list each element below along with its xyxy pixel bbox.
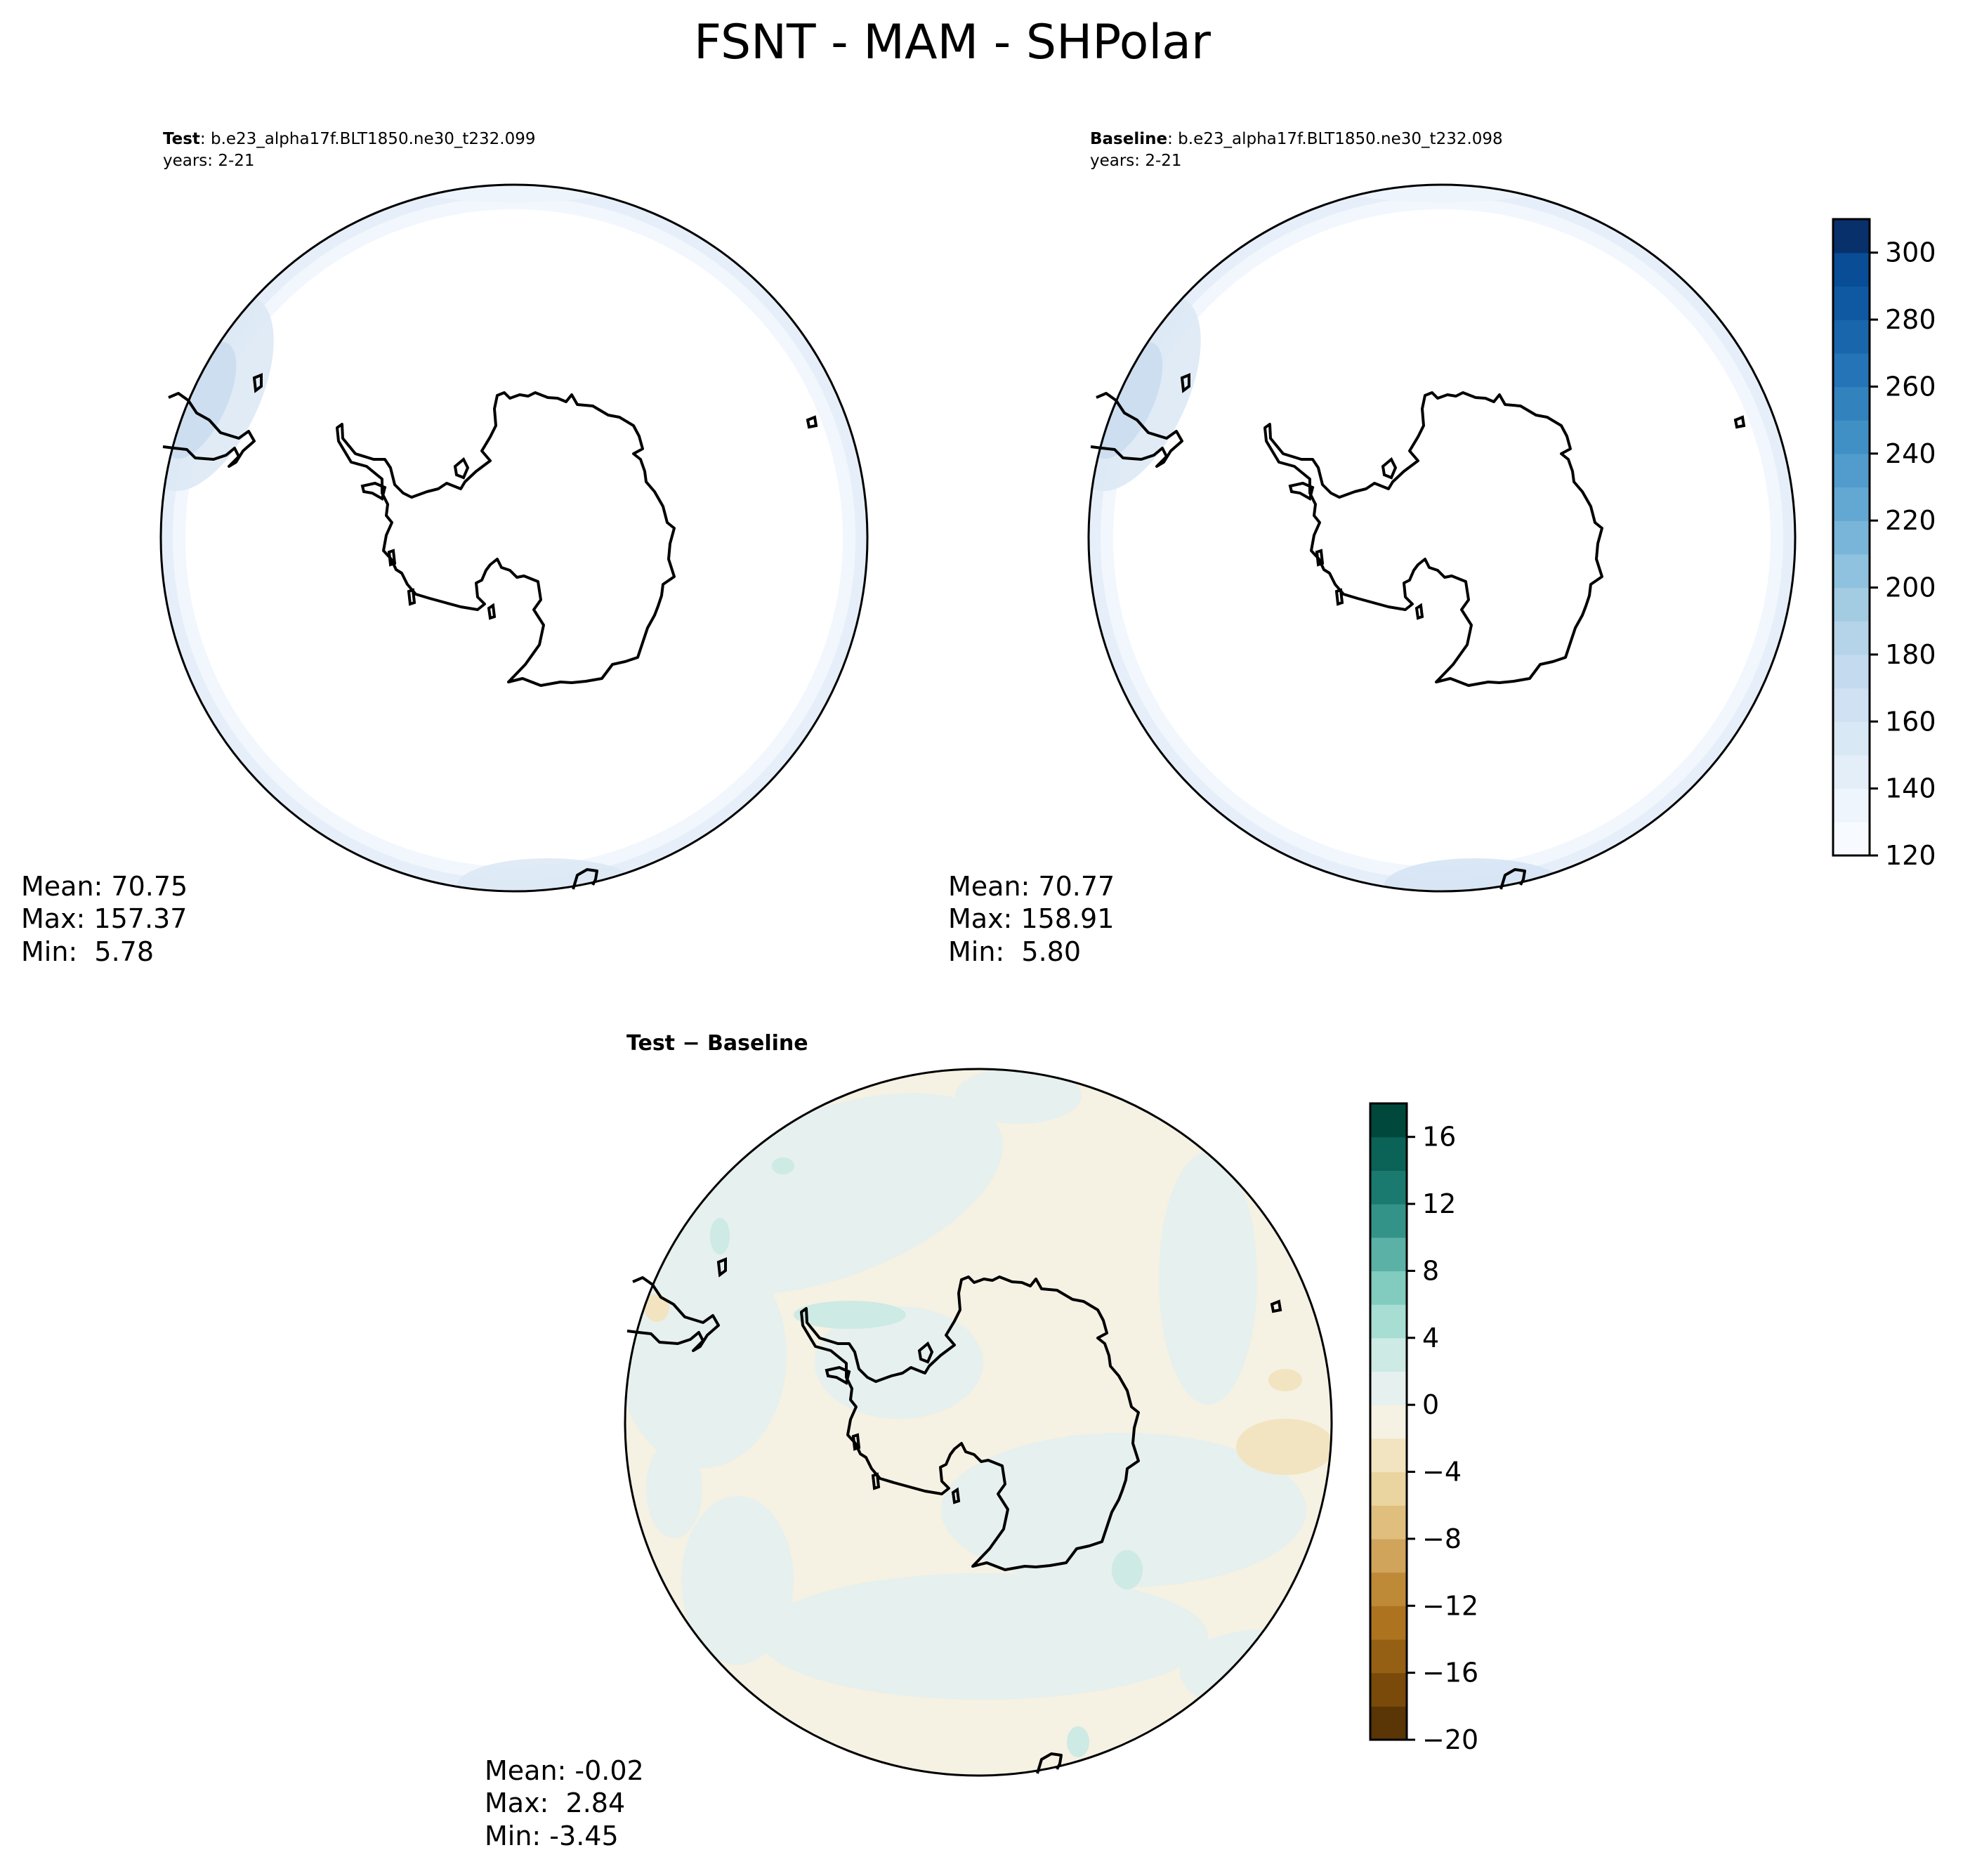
colorbar-difference-tick-label: 0	[1422, 1389, 1439, 1420]
colorbar-difference-frame	[1369, 1102, 1408, 1741]
panel-difference: Test − Baseline	[485, 1031, 1333, 1851]
colorbar-difference-segment	[1370, 1639, 1407, 1674]
colorbar-difference-segment	[1370, 1237, 1407, 1272]
colorbar-absolute-tick-label: 120	[1885, 840, 1936, 871]
panel-test-header: Test: b.e23_alpha17f.BLT1850.ne30_t232.0…	[163, 130, 536, 148]
colorbar-absolute-tick-label: 180	[1885, 639, 1936, 670]
colorbar-absolute-segment	[1833, 788, 1870, 822]
colorbar-difference-segment	[1370, 1471, 1407, 1506]
colorbar-absolute-tick-label: 280	[1885, 304, 1936, 335]
colorbar-absolute-segment	[1833, 553, 1870, 589]
colorbar-absolute-segment	[1833, 420, 1870, 454]
panel-difference-min: Min: -3.45	[485, 1821, 619, 1851]
colorbar-difference-segment	[1370, 1371, 1407, 1405]
panel-test-min: Min: 5.78	[21, 936, 154, 967]
colorbar-difference-segment	[1370, 1505, 1407, 1540]
panel-test-max: Max: 157.37	[21, 903, 187, 934]
panel-test-map	[159, 183, 869, 893]
panel-baseline-case: : b.e23_alpha17f.BLT1850.ne30_t232.098	[1167, 130, 1503, 148]
colorbar-difference-segment	[1370, 1337, 1407, 1372]
panel-test-mean: Mean: 70.75	[21, 871, 188, 902]
colorbar-difference-tick-label: −4	[1422, 1457, 1462, 1488]
colorbar-absolute-tick-label: 200	[1885, 572, 1936, 603]
colorbar-difference-segment	[1370, 1136, 1407, 1171]
panel-baseline-label: Baseline	[1090, 130, 1167, 148]
colorbar-difference-segment	[1370, 1271, 1407, 1305]
colorbar-absolute-tick-label: 160	[1885, 706, 1936, 737]
panel-difference-label: Test − Baseline	[626, 1031, 808, 1056]
colorbar-difference-segment	[1370, 1103, 1407, 1138]
colorbar-absolute-tick-label: 220	[1885, 505, 1936, 536]
panel-test-case: : b.e23_alpha17f.BLT1850.ne30_t232.099	[200, 130, 536, 148]
colorbar-absolute-tick-label: 140	[1885, 773, 1936, 804]
panel-test-years: years: 2-21	[163, 152, 255, 170]
colorbar-absolute-segment	[1833, 822, 1870, 856]
colorbar-difference-tick-label: 12	[1422, 1188, 1456, 1219]
colorbar-absolute-segment	[1833, 654, 1870, 689]
panel-baseline-map	[1087, 183, 1797, 893]
colorbar-difference-tick-label: 4	[1422, 1323, 1439, 1353]
colorbar-absolute-segment	[1833, 754, 1870, 789]
colorbar-absolute-segment	[1833, 219, 1870, 254]
panel-test-label: Test	[163, 130, 200, 148]
colorbar-difference-segment	[1370, 1672, 1407, 1707]
colorbar-absolute-tick-label: 260	[1885, 371, 1936, 402]
colorbar-difference-tick-label: 8	[1422, 1255, 1439, 1286]
colorbar-absolute-segment	[1833, 688, 1870, 722]
colorbar-difference-segment	[1370, 1706, 1407, 1740]
colorbar-difference-segment	[1370, 1304, 1407, 1339]
panel-baseline-years: years: 2-21	[1090, 152, 1182, 170]
panel-test: Test: b.e23_alpha17f.BLT1850.ne30_t232.0…	[21, 130, 869, 967]
colorbar-absolute-segment	[1833, 386, 1870, 421]
panel-difference-max: Max: 2.84	[485, 1788, 625, 1818]
colorbar-absolute-segment	[1833, 721, 1870, 756]
colorbar-absolute-frame	[1832, 218, 1871, 857]
colorbar-difference-tick-label: 16	[1422, 1122, 1456, 1153]
colorbar-difference-segment	[1370, 1438, 1407, 1473]
panel-baseline: Baseline: b.e23_alpha17f.BLT1850.ne30_t2…	[948, 130, 1797, 967]
colorbar-difference-segment	[1370, 1204, 1407, 1238]
colorbar-absolute-segment	[1833, 520, 1870, 555]
colorbar-absolute-segment	[1833, 353, 1870, 388]
panel-baseline-header: Baseline: b.e23_alpha17f.BLT1850.ne30_t2…	[1090, 130, 1503, 148]
colorbar-absolute-tick-label: 300	[1885, 237, 1936, 268]
colorbar-absolute-segment	[1833, 453, 1870, 488]
panel-baseline-mean: Mean: 70.77	[948, 871, 1115, 902]
colorbar-absolute: 120 140 160 180 200 220 240 260 280 300	[1832, 218, 1936, 871]
colorbar-absolute-segment	[1833, 320, 1870, 354]
colorbar-absolute-segment	[1833, 621, 1870, 655]
panel-baseline-max: Max: 158.91	[948, 903, 1114, 934]
colorbar-difference-segment	[1370, 1170, 1407, 1205]
colorbar-absolute-segment	[1833, 286, 1870, 320]
panel-difference-map	[624, 1068, 1333, 1777]
colorbar-absolute-segment	[1833, 587, 1870, 622]
colorbar-difference-segment	[1370, 1572, 1407, 1606]
panel-difference-mean: Mean: -0.02	[485, 1755, 644, 1786]
figure-title: FSNT - MAM - SHPolar	[694, 15, 1211, 70]
colorbar-difference-tick-label: −16	[1422, 1658, 1478, 1688]
colorbar-difference-tick-label: −8	[1422, 1523, 1462, 1554]
colorbar-difference: −20 −16 −12 −8 −4 0 4 8 12 16	[1369, 1102, 1478, 1755]
colorbar-absolute-tick-label: 240	[1885, 438, 1936, 469]
colorbar-difference-segment	[1370, 1538, 1407, 1573]
panel-baseline-min: Min: 5.80	[948, 936, 1081, 967]
colorbar-difference-tick-label: −20	[1422, 1724, 1478, 1755]
colorbar-difference-tick-label: −12	[1422, 1590, 1478, 1621]
colorbar-absolute-segment	[1833, 252, 1870, 287]
colorbar-difference-segment	[1370, 1405, 1407, 1439]
colorbar-absolute-segment	[1833, 487, 1870, 521]
colorbar-difference-segment	[1370, 1606, 1407, 1640]
